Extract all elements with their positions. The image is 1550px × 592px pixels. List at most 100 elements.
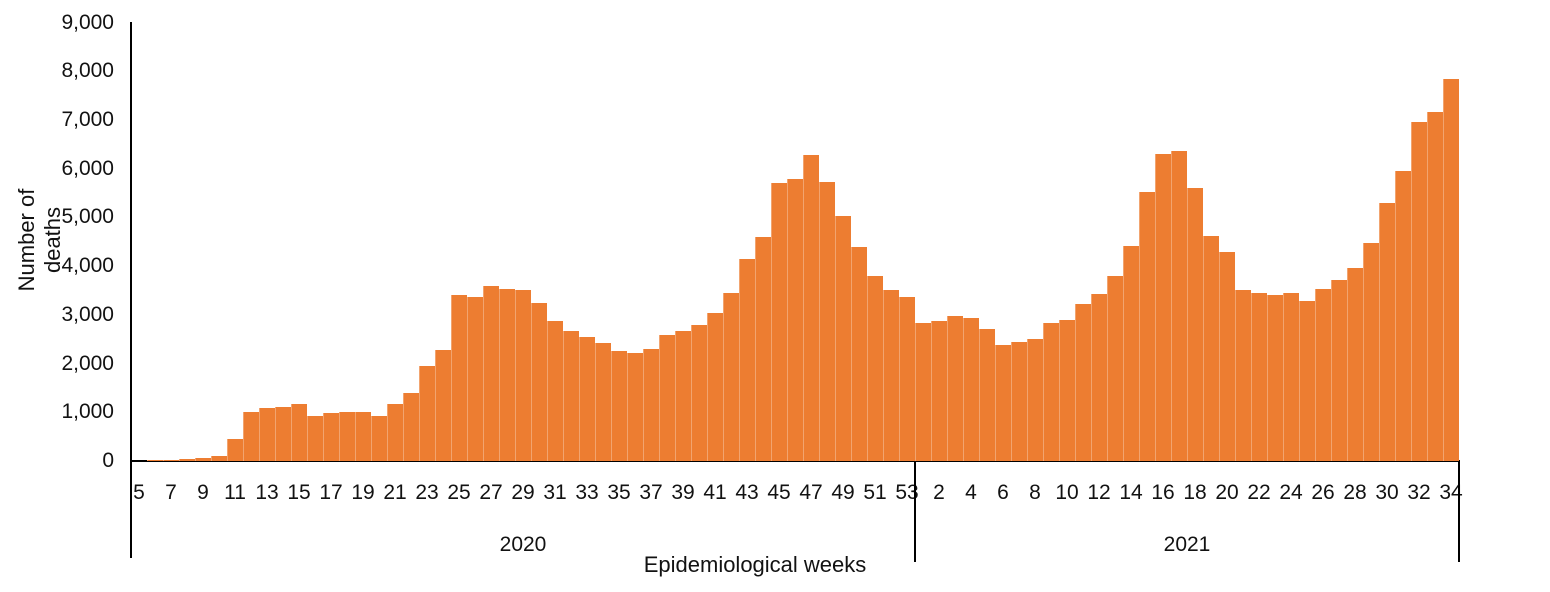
- bar: [1363, 243, 1379, 461]
- bar: [723, 293, 739, 461]
- x-tick-label: 49: [831, 481, 855, 504]
- bar: [195, 458, 211, 461]
- bar: [1203, 236, 1219, 461]
- x-tick-label: 37: [639, 481, 663, 504]
- y-tick-label: 7,000: [61, 107, 114, 131]
- x-tick-label: 33: [575, 481, 599, 504]
- bar: [1235, 290, 1251, 461]
- x-tick-label: 28: [1343, 481, 1367, 504]
- x-tick-label: 14: [1119, 481, 1143, 504]
- year-label: 2020: [499, 533, 547, 556]
- bar: [499, 289, 515, 461]
- bar: [611, 351, 627, 461]
- x-tick-label: 19: [351, 481, 375, 504]
- x-tick-label: 23: [415, 481, 439, 504]
- bar: [867, 276, 883, 461]
- bar: [467, 297, 483, 461]
- y-tick-label: 2,000: [61, 351, 114, 375]
- bar: [275, 407, 291, 461]
- bar: [259, 408, 275, 461]
- x-tick-label: 18: [1183, 481, 1207, 504]
- bar: [675, 331, 691, 461]
- x-tick-label: 9: [197, 481, 209, 504]
- bar: [163, 460, 179, 461]
- x-tick-label: 39: [671, 481, 695, 504]
- x-tick-label: 17: [319, 481, 343, 504]
- bar: [1219, 252, 1235, 461]
- bar: [147, 460, 163, 461]
- x-tick-label: 51: [863, 481, 887, 504]
- bar: [1267, 295, 1283, 461]
- bar: [1379, 203, 1395, 461]
- bar: [1027, 339, 1043, 461]
- bar: [835, 216, 851, 461]
- bar: [1411, 122, 1427, 461]
- bar: [915, 323, 931, 461]
- year-divider-tick: [914, 462, 916, 562]
- bar: [435, 350, 451, 461]
- bar: [819, 182, 835, 461]
- bar: [963, 318, 979, 461]
- bar: [339, 412, 355, 461]
- x-tick-label: 11: [224, 481, 246, 504]
- x-tick-label: 53: [895, 481, 919, 504]
- bar: [515, 290, 531, 461]
- bar: [1091, 294, 1107, 461]
- bar: [595, 343, 611, 461]
- bar: [291, 404, 307, 461]
- bar: [707, 313, 723, 461]
- bar: [355, 412, 371, 461]
- x-tick-label: 5: [133, 481, 145, 504]
- x-tick-label: 16: [1151, 481, 1175, 504]
- bar: [1059, 320, 1075, 461]
- bar: [227, 439, 243, 461]
- y-axis-line: [130, 22, 132, 558]
- bar: [1427, 112, 1443, 461]
- year-divider-tick: [1458, 462, 1460, 562]
- bar: [531, 303, 547, 461]
- x-axis-title: Epidemiological weeks: [643, 552, 867, 577]
- x-tick-label: 32: [1407, 481, 1431, 504]
- x-tick-label: 24: [1279, 481, 1303, 504]
- bar: [803, 155, 819, 461]
- bar: [771, 183, 787, 461]
- bar: [483, 286, 499, 461]
- bar: [931, 321, 947, 461]
- bar: [1315, 289, 1331, 461]
- bar: [323, 413, 339, 461]
- bar: [179, 459, 195, 461]
- x-tick-label: 20: [1215, 481, 1239, 504]
- bar: [1347, 268, 1363, 461]
- bar: [1331, 280, 1347, 461]
- x-tick-label: 26: [1311, 481, 1335, 504]
- x-tick-label: 41: [703, 481, 727, 504]
- bar: [451, 295, 467, 461]
- bar: [1123, 246, 1139, 461]
- bar: [659, 335, 675, 461]
- x-tick-label: 12: [1087, 481, 1111, 504]
- x-tick-label: 45: [767, 481, 791, 504]
- bar: [1107, 276, 1123, 461]
- x-tick-label: 15: [287, 481, 311, 504]
- bar: [995, 345, 1011, 461]
- x-tick-label: 2: [933, 481, 945, 504]
- x-tick-label: 8: [1029, 481, 1041, 504]
- x-tick-label: 31: [543, 481, 567, 504]
- bar: [419, 366, 435, 461]
- bar: [371, 416, 387, 461]
- bar: [755, 237, 771, 461]
- x-tick-label: 7: [165, 481, 177, 504]
- y-tick-label: 4,000: [61, 254, 114, 278]
- bar: [1395, 171, 1411, 461]
- bar: [739, 259, 755, 461]
- bar: [1075, 304, 1091, 461]
- y-tick-label: 3,000: [61, 302, 114, 326]
- bar: [979, 329, 995, 461]
- x-tick-label: 10: [1055, 481, 1079, 504]
- x-tick-label: 13: [255, 481, 279, 504]
- bar: [1043, 323, 1059, 461]
- bar: [1251, 293, 1267, 461]
- bar: [643, 349, 659, 461]
- bar: [851, 247, 867, 461]
